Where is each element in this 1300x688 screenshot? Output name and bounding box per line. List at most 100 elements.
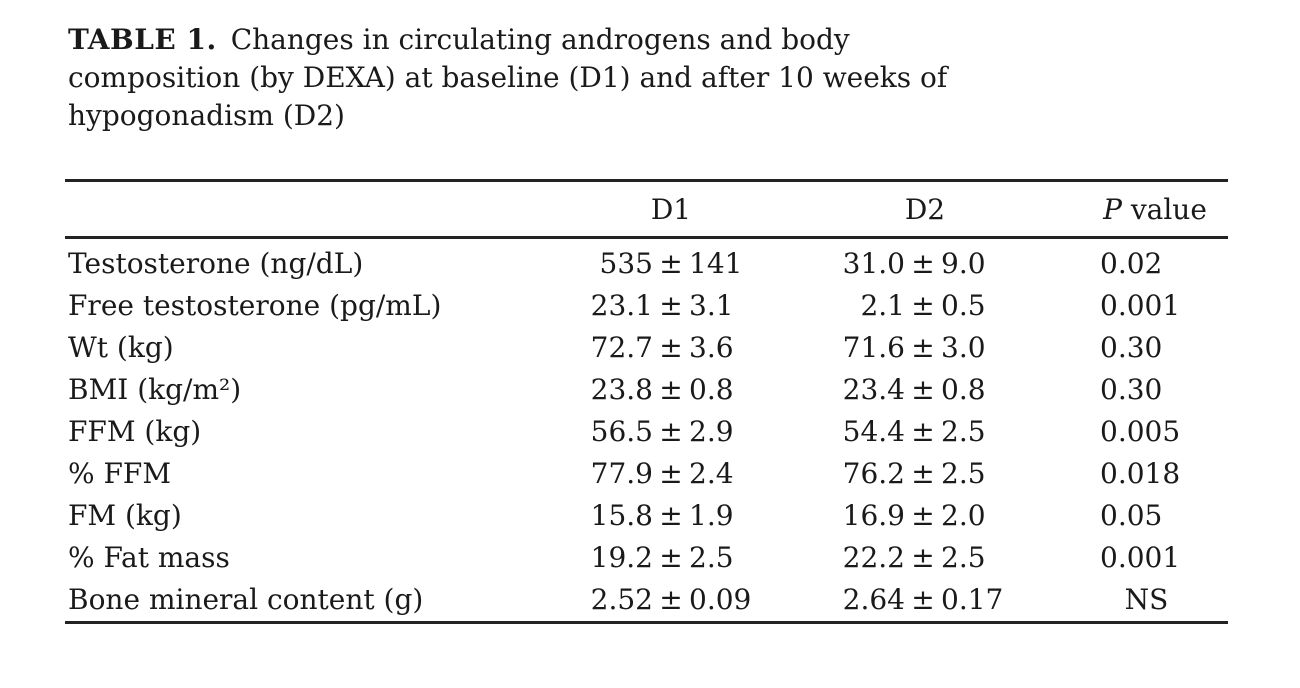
d1-sd: 0.8 <box>689 373 734 406</box>
header-d2: D2 <box>904 192 946 226</box>
d2-value-cell: 22.2 ±2.5 <box>790 537 1040 579</box>
d2-sd: 9.0 <box>941 247 986 280</box>
d2-value-cell: 2.1 ±0.5 <box>790 285 1040 327</box>
table-row: Wt (kg) 72.7 ±3.6 71.6 ±3.0 0.30 <box>65 327 1228 369</box>
d1-value-cell: 77.9 ±2.4 <box>575 453 790 495</box>
d1-value-cell: 19.2 ±2.5 <box>575 537 790 579</box>
d2-mean: 54.4 <box>842 415 905 448</box>
d1-mean: 23.8 <box>590 373 653 406</box>
p-value: 0.001 <box>1100 541 1181 574</box>
plus-minus-sign: ± <box>911 331 935 364</box>
d1-value-cell: 535 ±141 <box>575 243 790 285</box>
table-top-rule <box>65 179 1228 182</box>
d2-value-cell: 16.9 ±2.0 <box>790 495 1040 537</box>
d2-mean: 22.2 <box>842 541 905 574</box>
plus-minus-sign: ± <box>659 373 683 406</box>
table-row: FFM (kg) 56.5 ±2.9 54.4 ±2.5 0.005 <box>65 411 1228 453</box>
d2-value-cell: 76.2 ±2.5 <box>790 453 1040 495</box>
p-value-cell: 0.02 <box>1040 243 1228 285</box>
d2-value-cell: 2.64 ±0.17 <box>790 579 1040 621</box>
p-value: 0.018 <box>1100 457 1181 490</box>
p-value-cell: 0.005 <box>1040 411 1228 453</box>
d1-sd: 2.5 <box>689 541 734 574</box>
d1-sd: 3.1 <box>689 289 734 322</box>
d2-mean: 76.2 <box>842 457 905 490</box>
d2-sd: 3.0 <box>941 331 986 364</box>
p-value-cell: 0.30 <box>1040 327 1228 369</box>
d2-sd: 0.5 <box>941 289 986 322</box>
d2-sd: 0.17 <box>941 583 1004 616</box>
d2-value-cell: 54.4 ±2.5 <box>790 411 1040 453</box>
d1-sd: 141 <box>689 247 743 280</box>
header-d1: D1 <box>650 192 692 226</box>
table-header-rule <box>65 236 1228 239</box>
d1-mean: 19.2 <box>590 541 653 574</box>
caption-line-1: TABLE 1. Changes in circulating androgens… <box>68 21 947 59</box>
table-bottom-rule <box>65 621 1228 624</box>
d1-value-cell: 56.5 ±2.9 <box>575 411 790 453</box>
data-table: D1 D2 P value Testosterone (ng/dL) 535 ±14… <box>65 179 1228 624</box>
d2-value-cell: 31.0 ±9.0 <box>790 243 1040 285</box>
table-row: % FFM 77.9 ±2.4 76.2 ±2.5 0.018 <box>65 453 1228 495</box>
d1-mean: 535 <box>599 247 653 280</box>
table-row: FM (kg) 15.8 ±1.9 16.9 ±2.0 0.05 <box>65 495 1228 537</box>
plus-minus-sign: ± <box>659 541 683 574</box>
row-label: BMI (kg/m²) <box>68 373 242 406</box>
d2-sd: 2.5 <box>941 541 986 574</box>
plus-minus-sign: ± <box>659 289 683 322</box>
p-value: 0.001 <box>1100 289 1181 322</box>
plus-minus-sign: ± <box>659 247 683 280</box>
d1-mean: 23.1 <box>590 289 653 322</box>
row-label: % Fat mass <box>68 541 230 574</box>
header-p-value: P value <box>1040 193 1228 226</box>
d1-value-cell: 15.8 ±1.9 <box>575 495 790 537</box>
p-value-cell: 0.05 <box>1040 495 1228 537</box>
plus-minus-sign: ± <box>911 415 935 448</box>
d2-sd: 2.5 <box>941 415 986 448</box>
caption-text-1: Changes in circulating androgens and bod… <box>230 23 850 56</box>
table-row: Testosterone (ng/dL) 535 ±141 31.0 ±9.0 0.02 <box>65 243 1228 285</box>
d1-mean: 2.52 <box>590 583 653 616</box>
d2-value-cell: 23.4 ±0.8 <box>790 369 1040 411</box>
table-body: Testosterone (ng/dL) 535 ±141 31.0 ±9.0 0.02 F… <box>65 239 1228 621</box>
d2-mean: 2.64 <box>842 583 905 616</box>
plus-minus-sign: ± <box>911 541 935 574</box>
table-row: Bone mineral content (g) 2.52 ±0.09 2.64 ±0.… <box>65 579 1228 621</box>
p-value-cell: NS <box>1040 579 1228 621</box>
d1-sd: 0.09 <box>689 583 752 616</box>
plus-minus-sign: ± <box>659 331 683 364</box>
caption-table-number: TABLE 1. <box>68 23 217 56</box>
d1-mean: 77.9 <box>590 457 653 490</box>
p-value: 0.02 <box>1100 247 1163 280</box>
header-p-italic: P <box>1103 192 1122 226</box>
d1-value-cell: 23.8 ±0.8 <box>575 369 790 411</box>
d1-mean: 15.8 <box>590 499 653 532</box>
row-label: FM (kg) <box>68 499 182 532</box>
caption-line-3: hypogonadism (D2) <box>68 99 345 132</box>
p-value: NS <box>1124 583 1169 616</box>
row-label: Bone mineral content (g) <box>68 583 424 616</box>
p-value: 0.005 <box>1100 415 1181 448</box>
d2-mean: 71.6 <box>842 331 905 364</box>
p-value: 0.30 <box>1100 373 1163 406</box>
d1-value-cell: 2.52 ±0.09 <box>575 579 790 621</box>
table-row: % Fat mass 19.2 ±2.5 22.2 ±2.5 0.001 <box>65 537 1228 579</box>
caption-line-2: composition (by DEXA) at baseline (D1) a… <box>68 61 948 94</box>
d1-sd: 2.4 <box>689 457 734 490</box>
table-row: Free testosterone (pg/mL) 23.1 ±3.1 2.1 ±0.5… <box>65 285 1228 327</box>
p-value: 0.30 <box>1100 331 1163 364</box>
d2-value-cell: 71.6 ±3.0 <box>790 327 1040 369</box>
plus-minus-sign: ± <box>911 247 935 280</box>
d1-mean: 72.7 <box>590 331 653 364</box>
d1-sd: 3.6 <box>689 331 734 364</box>
table-caption: TABLE 1. Changes in circulating androgens… <box>68 21 947 135</box>
row-label: Wt (kg) <box>68 331 174 364</box>
plus-minus-sign: ± <box>911 289 935 322</box>
plus-minus-sign: ± <box>911 499 935 532</box>
d1-sd: 1.9 <box>689 499 734 532</box>
d2-sd: 0.8 <box>941 373 986 406</box>
d2-mean: 2.1 <box>860 289 905 322</box>
d2-mean: 23.4 <box>842 373 905 406</box>
row-label: Free testosterone (pg/mL) <box>68 289 442 322</box>
table-row: BMI (kg/m²) 23.8 ±0.8 23.4 ±0.8 0.30 <box>65 369 1228 411</box>
